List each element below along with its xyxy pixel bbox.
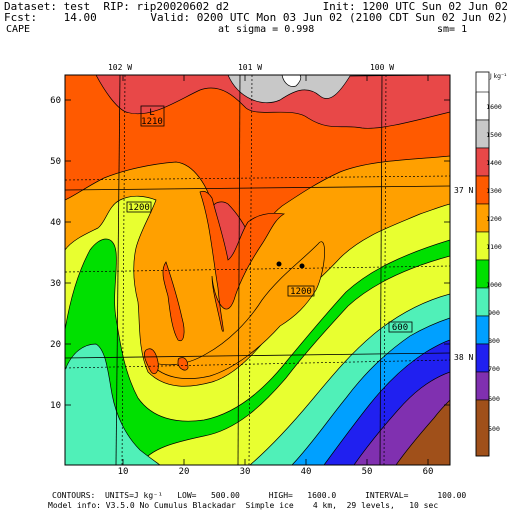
x-tick-label: 30 xyxy=(240,467,251,477)
lat-label-38n: 38 N xyxy=(454,353,473,362)
fill-900 xyxy=(65,343,161,465)
fill-500 xyxy=(395,399,450,465)
lon-label-100w: 100 W xyxy=(370,63,394,72)
x-tick-label: 40 xyxy=(301,467,312,477)
lon-label-101w: 101 W xyxy=(238,63,262,72)
x-tick-label: 60 xyxy=(423,467,434,477)
fill-1300-tongue-east xyxy=(199,190,286,332)
longitude-labels: 102 W 101 W 100 W xyxy=(108,63,394,72)
fill-1300-spot-a xyxy=(144,348,159,374)
plot-ticks xyxy=(65,75,450,465)
y-tick-label: 60 xyxy=(50,96,61,106)
colorbar-label: 1000 xyxy=(486,281,502,289)
colorbar-label: 800 xyxy=(488,337,500,345)
map-boundary-lines xyxy=(64,74,451,466)
colorbar-label: 700 xyxy=(488,365,500,373)
y-tick-label: 50 xyxy=(50,157,61,167)
colorbar-swatch-700 xyxy=(475,343,490,373)
colorbar-swatch-500 xyxy=(475,399,490,457)
colorbar-label: 1100 xyxy=(486,243,502,251)
latitude-labels: 37 N 38 N xyxy=(454,186,473,362)
colorbar-units: J kg⁻¹ xyxy=(489,73,507,80)
colorbar-frame xyxy=(475,71,490,457)
contour-label: 600 xyxy=(392,323,408,333)
lat-label-37n: 37 N xyxy=(454,186,473,195)
header-valid: Valid: 0200 UTC Mon 03 Jun 02 (2100 CDT … xyxy=(150,11,508,24)
contour-label: 1200 xyxy=(128,203,150,213)
x-tick-label: 50 xyxy=(362,467,373,477)
fill-1200-inner xyxy=(147,241,325,379)
low-center-marker: L xyxy=(149,108,154,118)
lon-label-102w: 102 W xyxy=(108,63,132,72)
colorbar-label: 1200 xyxy=(486,215,502,223)
colorbar-label: 600 xyxy=(488,395,500,403)
footer-contours: CONTOURS: UNITS=J kg⁻¹ LOW= 500.00 HIGH=… xyxy=(52,491,467,500)
x-tick-labels: 10 20 30 40 50 60 xyxy=(118,467,434,477)
plot-frame xyxy=(64,74,451,466)
contour-label-boxes xyxy=(126,105,413,333)
y-tick-label: 30 xyxy=(50,279,61,289)
colorbar-swatch-800 xyxy=(475,315,490,345)
header-field-name: CAPE xyxy=(6,24,31,35)
station-dot xyxy=(299,263,305,269)
y-tick-label: 10 xyxy=(50,401,61,411)
header-sigma-level: at sigma = 0.998 xyxy=(218,24,315,35)
y-tick-label: 40 xyxy=(50,218,61,228)
fill-1600 xyxy=(281,75,302,87)
colorbar-swatch-900 xyxy=(475,287,490,317)
colorbar-label: 1600 xyxy=(486,103,502,111)
contour-labels: L 1210 1200 1200 600 xyxy=(128,108,408,333)
header-smoothing: sm= 1 xyxy=(437,24,468,35)
header-fcst: Fcst: 14.00 xyxy=(4,11,97,24)
low-center-value: 1210 xyxy=(141,117,163,127)
colorbar-label: 900 xyxy=(488,309,500,317)
cape-fill-layers xyxy=(65,75,450,465)
x-tick-label: 20 xyxy=(179,467,190,477)
footer-model-info: Model info: V3.5.0 No Cumulus Blackadar … xyxy=(48,501,439,510)
fill-1300-tongue-west xyxy=(162,261,185,342)
station-markers xyxy=(276,261,305,269)
x-tick-label: 10 xyxy=(118,467,129,477)
colorbar-label: 1300 xyxy=(486,187,502,195)
colorbar-label: 1500 xyxy=(486,131,502,139)
y-tick-labels: 10 20 30 40 50 60 xyxy=(50,96,61,411)
header-dataset: Dataset: test RIP: rip20020602 d2 xyxy=(4,0,230,13)
station-dot xyxy=(276,261,282,267)
y-tick-label: 20 xyxy=(50,340,61,350)
header-init: Init: 1200 UTC Sun 02 Jun 02 xyxy=(322,0,508,13)
colorbar-label: 500 xyxy=(488,425,500,433)
fill-1300-spot-b xyxy=(177,357,189,371)
colorbar: J kg⁻¹ 1600 1500 1400 1300 1200 1100 100… xyxy=(475,71,507,457)
colorbar-label: 1400 xyxy=(486,159,502,167)
colorbar-swatch-600 xyxy=(475,371,490,401)
graticule xyxy=(64,74,451,466)
contour-label: 1200 xyxy=(290,287,312,297)
